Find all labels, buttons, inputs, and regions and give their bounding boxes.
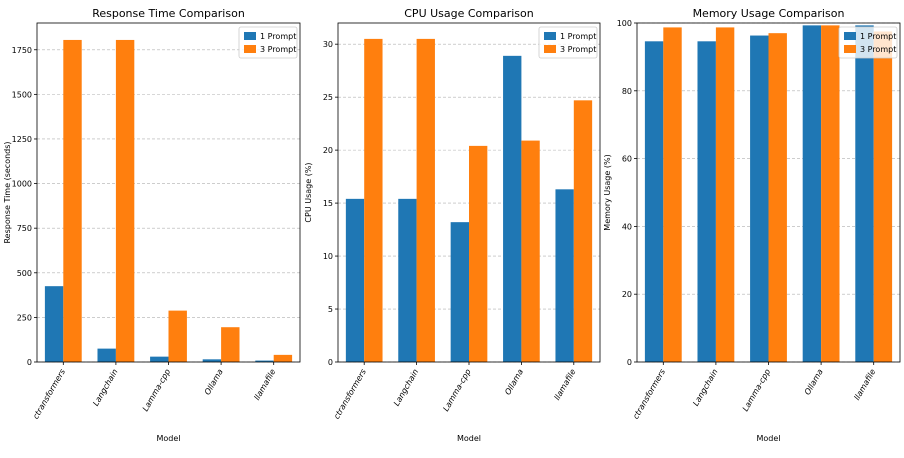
legend-label: 1 Prompt [860,32,896,41]
bar-one-prompt [398,198,417,362]
legend-swatch [544,45,556,53]
chart-3: 0 20 40 60 80 100 ctransformers Langchain Lamma-… [603,7,901,443]
axes-frame [337,22,601,363]
bar-one-prompt [97,348,116,362]
x-tick-label: llamafile [852,367,877,401]
y-tick-label: 1750 [12,46,32,55]
y-tick-label: 30 [323,40,333,49]
legend-label: 3 Prompt [860,45,896,54]
legend: 1 Prompt 3 Prompt [238,26,298,59]
chart-2: 0 5 10 15 20 25 30 ctransformers Langchain Lamma-… [304,7,601,443]
y-tick-label: 60 [622,155,632,164]
bar-one-prompt [150,356,169,362]
x-tick-label: llamafile [252,367,277,401]
y-tick-label: 1250 [12,135,32,144]
x-tick-label: Lamma-cpp [741,368,772,413]
chart-1: 0 250 500 750 1000 1250 1500 1750 ctransformers L… [3,7,301,443]
bar-three-prompt [573,100,593,362]
legend-swatch [244,45,256,53]
bar-three-prompt [768,33,787,363]
x-tick-label: Lamma-cpp [141,368,172,413]
x-tick-label: Ollama [503,367,525,396]
bar-three-prompt [115,39,135,362]
y-axis-label: Memory Usage (%) [603,154,612,230]
bar-three-prompt [273,354,293,362]
y-tick-label: 1000 [12,180,32,189]
legend: 1 Prompt 3 Prompt [838,26,898,59]
y-tick-label: 500 [17,269,32,278]
legend-label: 3 Prompt [560,45,596,54]
bar-one-prompt [255,360,274,362]
x-axis-label: Model [457,434,481,443]
y-tick-label: 0 [27,358,32,367]
y-tick-label: 1500 [12,90,32,99]
bar-three-prompt [873,31,893,362]
y-tick-label: 25 [323,93,333,102]
bar-one-prompt [44,286,64,362]
bar-one-prompt [802,25,822,363]
x-tick-label: ctransformers [631,368,667,421]
legend-swatch [844,32,856,40]
y-tick-label: 100 [617,19,632,28]
y-tick-label: 10 [323,252,333,261]
legend-label: 1 Prompt [260,32,296,41]
chart-title: Response Time Comparison [92,7,245,20]
y-axis-label: Response Time (seconds) [3,141,12,243]
bar-one-prompt [503,55,522,362]
y-axis-label: CPU Usage (%) [304,162,313,222]
bar-three-prompt [364,38,383,362]
x-axis-label: Model [156,434,180,443]
legend-swatch [244,32,256,40]
y-tick-label: 250 [17,313,32,322]
chart-title: CPU Usage Comparison [404,7,534,20]
bar-one-prompt [750,35,769,362]
bar-three-prompt [221,327,240,362]
y-tick-label: 20 [323,146,333,155]
x-tick-label: ctransformers [332,368,368,421]
y-tick-label: 750 [17,224,32,233]
bar-three-prompt [168,310,187,362]
bar-one-prompt [855,25,874,363]
y-tick-label: 0 [328,358,333,367]
x-tick-label: Ollama [203,367,225,396]
y-tick-label: 15 [323,199,333,208]
bar-one-prompt [202,359,222,362]
bar-one-prompt [644,41,664,362]
x-tick-label: Lamma-cpp [441,368,472,413]
bar-three-prompt [715,27,735,362]
legend: 1 Prompt 3 Prompt [538,26,598,59]
bar-three-prompt [521,140,540,362]
legend-label: 3 Prompt [260,45,296,54]
y-tick-label: 0 [627,358,632,367]
bar-one-prompt [345,198,365,362]
y-tick-label: 40 [622,222,632,231]
chart-title: Memory Usage Comparison [693,7,845,20]
bar-three-prompt [469,145,488,362]
bar-three-prompt [63,39,82,362]
legend-swatch [844,45,856,53]
bar-three-prompt [416,38,435,362]
y-tick-label: 20 [622,290,632,299]
x-tick-label: Langchain [91,368,119,408]
x-tick-label: Langchain [691,368,719,408]
legend-label: 1 Prompt [560,32,596,41]
axes-frame [636,22,901,363]
x-tick-label: ctransformers [31,368,67,421]
bar-one-prompt [450,222,469,362]
bar-one-prompt [697,41,716,362]
bar-three-prompt [663,27,682,362]
x-tick-label: Ollama [803,367,825,396]
axes-frame [36,22,301,363]
y-tick-label: 80 [622,87,632,96]
x-tick-label: Langchain [392,368,420,408]
y-tick-label: 5 [328,305,333,314]
x-axis-label: Model [756,434,780,443]
legend-swatch [544,32,556,40]
bar-three-prompt [821,25,840,363]
bar-one-prompt [555,189,574,362]
x-tick-label: llamafile [553,367,578,401]
